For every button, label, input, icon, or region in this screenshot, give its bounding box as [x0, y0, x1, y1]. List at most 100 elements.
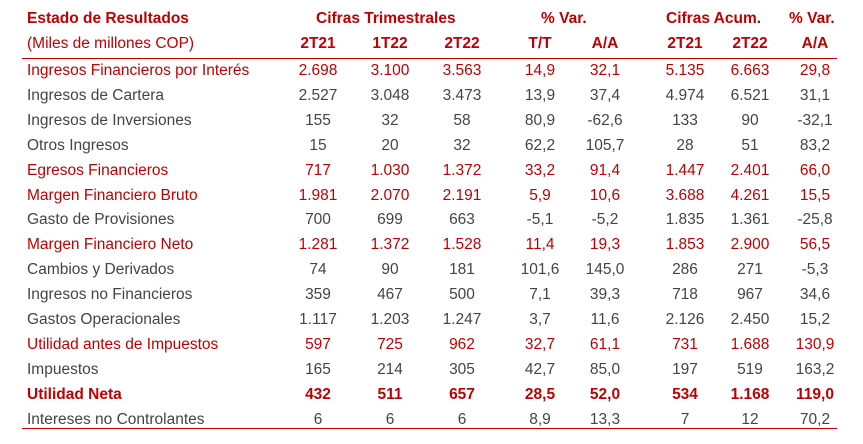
row-value: 1.372: [370, 236, 410, 254]
row-value: 74: [309, 261, 327, 279]
row-value: 700: [305, 211, 331, 229]
row-value: 663: [449, 211, 475, 229]
row-value: 4.261: [730, 186, 770, 204]
row-label: Intereses no Controlantes: [27, 410, 205, 428]
bottom-divider: [22, 428, 837, 429]
row-value: 3.100: [370, 62, 410, 79]
header-divider: [22, 58, 837, 59]
row-value: 32: [453, 136, 471, 154]
row-value: 511: [377, 385, 403, 403]
row-value: 4.974: [665, 86, 705, 104]
row-value: 58: [453, 111, 471, 129]
row-label: Gastos Operacionales: [27, 311, 181, 328]
row-label: Egresos Financieros: [27, 161, 169, 179]
table-row: Ingresos de Cartera 2.527 3.048 3.473 13,9 37…: [0, 83, 863, 108]
group-header-var-acum: % Var.: [789, 10, 835, 27]
table-row: Utilidad antes de Impuestos 597 725 962 32,7…: [0, 332, 863, 357]
row-value: 62,2: [524, 136, 556, 154]
table-row: Utilidad Neta 432 511 657 28,5 52,0 534 1.168 11…: [0, 382, 863, 407]
row-value: 1.117: [299, 311, 337, 328]
row-value: 2.450: [730, 311, 770, 328]
row-value: 657: [449, 385, 475, 403]
table-title: Estado de Resultados: [27, 10, 189, 27]
row-value: 718: [672, 286, 698, 304]
row-value: 2.900: [730, 236, 770, 254]
row-label: Impuestos: [27, 360, 99, 378]
row-value: 7,1: [529, 286, 551, 304]
row-label: Margen Financiero Neto: [27, 236, 194, 254]
row-value: 37,4: [589, 86, 621, 104]
row-value: 155: [305, 111, 331, 129]
row-value: 32: [381, 111, 399, 129]
row-value: 39,3: [589, 286, 621, 304]
row-value: 34,6: [799, 286, 831, 304]
row-value: 61,1: [589, 335, 621, 353]
row-value: 699: [377, 211, 403, 229]
row-label: Utilidad antes de Impuestos: [27, 335, 219, 353]
row-value: 42,7: [524, 360, 556, 378]
row-label: Margen Financiero Bruto: [27, 186, 198, 204]
row-value: 33,2: [524, 161, 556, 179]
row-value: 15,2: [799, 311, 831, 328]
row-value: -5,1: [526, 211, 554, 229]
table-row: Margen Financiero Neto 1.281 1.372 1.528 11,…: [0, 232, 863, 257]
table-row: Gasto de Provisiones 700 699 663 -5,1 -5,2 1.8…: [0, 207, 863, 232]
row-value: 967: [737, 286, 763, 304]
row-value: 519: [737, 360, 763, 378]
header-row-columns: (Miles de millones COP) 2T21 1T22 2T22 T…: [0, 31, 863, 56]
row-label: Ingresos Financieros por Interés: [27, 62, 250, 79]
row-value: 271: [737, 261, 763, 279]
row-value: 725: [377, 335, 403, 353]
table-row: Otros Ingresos 15 20 32 62,2 105,7 28 51 83,2: [0, 133, 863, 158]
row-value: 1.835: [665, 211, 705, 229]
row-value: 5,9: [529, 186, 551, 204]
row-value: 10,6: [589, 186, 621, 204]
row-value: 3.563: [442, 62, 482, 79]
table-row: Ingresos de Inversiones 155 32 58 80,9 -62,6 1…: [0, 108, 863, 133]
row-value: 2.401: [730, 161, 770, 179]
group-header-var-quarterly: % Var.: [541, 10, 587, 27]
row-value: 13,9: [524, 86, 556, 104]
row-value: 305: [449, 360, 475, 378]
column-header: 2T21: [667, 35, 703, 52]
table-row: Margen Financiero Bruto 1.981 2.070 2.191 5,…: [0, 183, 863, 208]
row-value: 31,1: [799, 86, 831, 104]
row-value: 6: [313, 410, 323, 428]
table-row: Intereses no Controlantes 6 6 6 8,9 13,3 7 12 70…: [0, 407, 863, 432]
row-label: Ingresos de Cartera: [27, 86, 164, 104]
row-value: 119,0: [796, 385, 834, 403]
column-header: 1T22: [372, 35, 408, 52]
row-value: 1.361: [730, 211, 770, 229]
row-value: 85,0: [589, 360, 621, 378]
row-value: 90: [381, 261, 399, 279]
row-value: 101,6: [520, 261, 560, 279]
row-value: 962: [449, 335, 475, 353]
column-header: A/A: [591, 35, 619, 52]
row-value: 70,2: [799, 410, 831, 428]
row-label: Otros Ingresos: [27, 136, 129, 154]
row-value: 1.688: [730, 335, 770, 353]
row-label: Utilidad Neta: [27, 385, 122, 403]
row-value: 1.168: [730, 385, 770, 403]
row-value: 7: [680, 410, 690, 428]
row-value: 15,5: [799, 186, 831, 204]
row-value: 66,0: [799, 161, 831, 179]
row-value: 52,0: [589, 385, 621, 403]
row-value: 1.372: [442, 161, 482, 179]
row-value: 13,3: [589, 410, 621, 428]
row-value: 500: [449, 286, 475, 304]
row-value: 2.070: [370, 186, 410, 204]
table-row: Ingresos no Financieros 359 467 500 7,1 39,3 7…: [0, 282, 863, 307]
row-value: 432: [305, 385, 331, 403]
row-value: 29,8: [799, 62, 831, 79]
row-value: -32,1: [797, 111, 833, 129]
row-value: 6: [385, 410, 395, 428]
group-header-acumuladas: Cifras Acum.: [666, 10, 762, 27]
row-value: 83,2: [799, 136, 831, 154]
row-value: 2.698: [298, 62, 338, 79]
row-value: 32,1: [589, 62, 621, 79]
row-value: 11,6: [590, 311, 620, 328]
row-value: -5,2: [591, 211, 619, 229]
row-value: 286: [672, 261, 698, 279]
